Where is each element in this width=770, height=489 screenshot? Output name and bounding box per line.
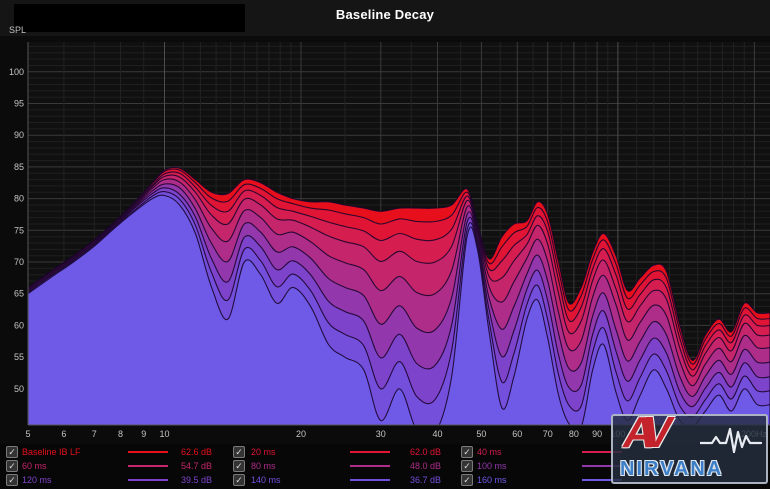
legend-checkbox-baseline-ib-lf[interactable]: ✓ bbox=[6, 446, 18, 458]
legend-checkbox-60-ms[interactable]: ✓ bbox=[6, 460, 18, 472]
legend-checkbox-20-ms[interactable]: ✓ bbox=[233, 446, 245, 458]
legend-label[interactable]: 120 ms bbox=[22, 475, 52, 485]
legend-db-value: 39.5 dB bbox=[180, 475, 212, 485]
x-tick-label: 70 bbox=[543, 429, 553, 439]
legend-line-sample bbox=[582, 451, 622, 453]
legend-label[interactable]: 80 ms bbox=[251, 461, 276, 471]
chart-title: Baseline Decay bbox=[335, 7, 435, 22]
y-tick-label: 55 bbox=[14, 352, 24, 362]
legend-checkbox-160-ms[interactable]: ✓ bbox=[461, 474, 473, 486]
y-tick-label: 65 bbox=[14, 289, 24, 299]
decay-area-160-ms bbox=[28, 194, 770, 425]
legend-checkbox-40-ms[interactable]: ✓ bbox=[461, 446, 473, 458]
x-tick-label: 7 bbox=[92, 429, 97, 439]
av-nirvana-logo: AV NIRVANA bbox=[611, 408, 768, 484]
redacted-measurement-name bbox=[14, 4, 245, 32]
y-tick-label: 80 bbox=[14, 194, 24, 204]
legend-checkbox-100-ms[interactable]: ✓ bbox=[461, 460, 473, 472]
legend-line-sample bbox=[128, 451, 168, 453]
y-axis-title: SPL bbox=[9, 25, 27, 35]
x-tick-label: 80 bbox=[569, 429, 579, 439]
y-tick-label: 50 bbox=[14, 384, 24, 394]
legend-label[interactable]: 100 ms bbox=[477, 461, 507, 471]
legend-checkbox-140-ms[interactable]: ✓ bbox=[233, 474, 245, 486]
legend-line-sample bbox=[128, 479, 168, 481]
legend-db-value: 48.0 dB bbox=[409, 461, 441, 471]
legend-label[interactable]: 40 ms bbox=[477, 447, 502, 457]
legend-label[interactable]: 140 ms bbox=[251, 475, 281, 485]
legend-line-sample bbox=[582, 465, 622, 467]
x-tick-label: 6 bbox=[61, 429, 66, 439]
waveform-icon bbox=[700, 427, 762, 454]
legend-line-sample bbox=[582, 479, 622, 481]
y-tick-label: 75 bbox=[14, 225, 24, 235]
legend-line-sample bbox=[350, 465, 390, 467]
legend-line-sample bbox=[350, 451, 390, 453]
legend-line-sample bbox=[350, 479, 390, 481]
legend-line-sample bbox=[128, 465, 168, 467]
y-tick-label: 90 bbox=[14, 130, 24, 140]
x-tick-label: 60 bbox=[512, 429, 522, 439]
legend-label[interactable]: 20 ms bbox=[251, 447, 276, 457]
y-tick-label: 60 bbox=[14, 320, 24, 330]
legend-db-value: 54.7 dB bbox=[180, 461, 212, 471]
y-tick-label: 95 bbox=[14, 99, 24, 109]
x-tick-label: 9 bbox=[141, 429, 146, 439]
legend-label[interactable]: Baseline IB LF bbox=[22, 447, 81, 457]
legend-db-value: 62.6 dB bbox=[180, 447, 212, 457]
legend-checkbox-120-ms[interactable]: ✓ bbox=[6, 474, 18, 486]
decay-series-group bbox=[28, 166, 770, 425]
legend-label[interactable]: 60 ms bbox=[22, 461, 47, 471]
x-tick-label: 10 bbox=[159, 429, 169, 439]
legend-label[interactable]: 160 ms bbox=[477, 475, 507, 485]
y-tick-labels: 100 95 90 85 80 75 70 65 60 55 50 bbox=[9, 67, 24, 394]
y-tick-label: 100 bbox=[9, 67, 24, 77]
logo-av-text: AV bbox=[623, 408, 672, 457]
legend-db-value: 36.7 dB bbox=[409, 475, 441, 485]
x-tick-label: 8 bbox=[118, 429, 123, 439]
x-tick-label: 5 bbox=[25, 429, 30, 439]
x-tick-label: 30 bbox=[376, 429, 386, 439]
y-tick-label: 85 bbox=[14, 162, 24, 172]
x-tick-label: 90 bbox=[592, 429, 602, 439]
y-tick-label: 70 bbox=[14, 257, 24, 267]
legend-db-value: 62.0 dB bbox=[409, 447, 441, 457]
x-tick-label: 20 bbox=[296, 429, 306, 439]
decay-chart: 100 95 90 85 80 75 70 65 60 55 50 5 6 7 8 9 10 20 30 40 50 60… bbox=[9, 42, 770, 439]
logo-nirvana-text: NIRVANA bbox=[620, 458, 724, 480]
x-tick-label: 50 bbox=[476, 429, 486, 439]
legend-checkbox-80-ms[interactable]: ✓ bbox=[233, 460, 245, 472]
x-tick-label: 40 bbox=[432, 429, 442, 439]
